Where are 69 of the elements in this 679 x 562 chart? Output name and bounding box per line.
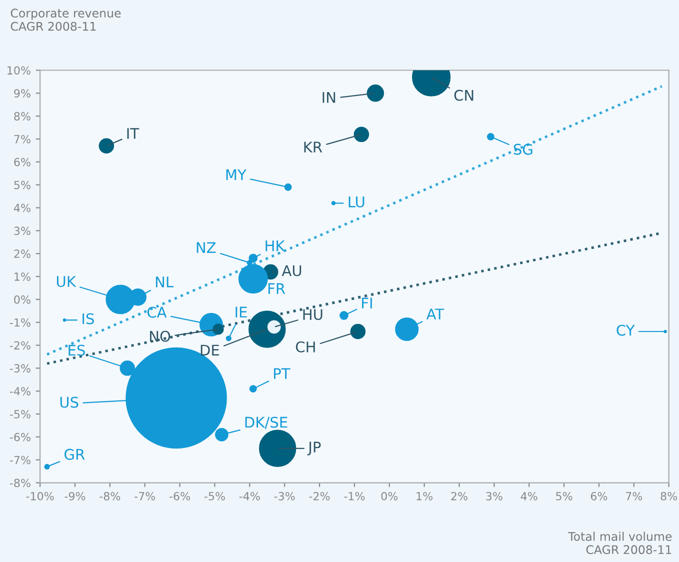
y-tick-label: -6%	[10, 432, 30, 442]
annotation: FI	[362, 298, 372, 308]
y-axis-title: Corporate revenue CAGR 2008-11	[10, 8, 121, 31]
x-tick-label: -9%	[64, 492, 86, 500]
y-tick-label: -7%	[10, 456, 30, 464]
x-tick-label: 3%	[486, 492, 502, 500]
x-tick-label: -10%	[26, 492, 54, 500]
y-tick-label: 7%	[14, 134, 30, 144]
annotation: JP	[307, 442, 321, 456]
annotation: SG	[514, 144, 532, 155]
x-tick-label: -1%	[344, 492, 365, 500]
annotation: US	[60, 396, 78, 408]
x-tick-label: -2%	[309, 492, 330, 500]
annotation: IS	[82, 313, 94, 324]
y-tick-label: 2%	[14, 250, 30, 258]
annotation: ES	[68, 344, 85, 356]
annotation: IT	[127, 128, 140, 139]
x-tick-label: -6%	[170, 492, 190, 500]
x-tick-label: 6%	[590, 492, 608, 500]
y-tick-label: -5%	[10, 410, 30, 418]
annotation: CN	[454, 90, 474, 101]
annotation: UK	[56, 276, 76, 287]
annotation: DE	[200, 344, 219, 356]
annotation: KR	[304, 142, 322, 152]
x-tick-label: -5%	[204, 492, 225, 500]
x-tick-label: 0%	[381, 492, 398, 500]
annotation: NZ	[196, 242, 216, 253]
y-tick-label: 1%	[14, 272, 30, 281]
x-tick-label: 5%	[556, 492, 572, 500]
y-tick-label: -2%	[10, 341, 30, 350]
x-tick-label: -7%	[134, 492, 156, 500]
y-tick-label: 10%	[8, 66, 30, 75]
y-tick-label: -8%	[10, 478, 30, 488]
annotation: MY	[226, 169, 246, 180]
y-tick-label: 8%	[14, 112, 30, 120]
annotation: HU	[303, 309, 322, 320]
y-tick-label: 3%	[14, 226, 30, 236]
annotation: CH	[296, 341, 315, 352]
y-tick-label: 5%	[14, 180, 30, 190]
x-tick-label: 7%	[626, 492, 642, 500]
annotation: FR	[268, 283, 286, 294]
annotation: NL	[156, 276, 174, 288]
annotation: DK/SE	[245, 416, 288, 429]
y-tick-label: -3%	[10, 364, 30, 373]
y-tick-label: 4%	[14, 204, 30, 212]
annotation: HK	[266, 240, 286, 252]
x-axis-title: Total mail volume CAGR 2008-11	[568, 532, 672, 554]
x-tick-label: -3%	[274, 492, 295, 500]
annotation: PT	[274, 368, 290, 379]
y-tick-label: 0%	[14, 295, 30, 304]
x-tick-label: 1%	[416, 492, 432, 500]
y-tick-label: 9%	[14, 89, 30, 98]
x-tick-label: -8%	[100, 492, 120, 500]
x-tick-label: -4%	[239, 492, 260, 500]
annotation: GR	[64, 448, 85, 460]
annotation: CY	[616, 324, 635, 336]
x-tick-label: 8%	[660, 492, 678, 500]
y-tick-label: 6%	[14, 158, 30, 166]
annotation: CA	[147, 306, 167, 318]
y-tick-label: -1%	[10, 318, 30, 327]
annotation: LU	[348, 196, 364, 208]
annotation: IN	[322, 92, 336, 103]
x-tick-label: 2%	[451, 492, 468, 500]
annotation: IE	[236, 306, 247, 318]
annotation: NO	[150, 330, 170, 342]
x-tick-label: 4%	[520, 492, 538, 500]
y-tick-label: -4%	[10, 387, 30, 396]
annotation: AT	[426, 308, 444, 320]
annotation: AU	[282, 265, 302, 276]
